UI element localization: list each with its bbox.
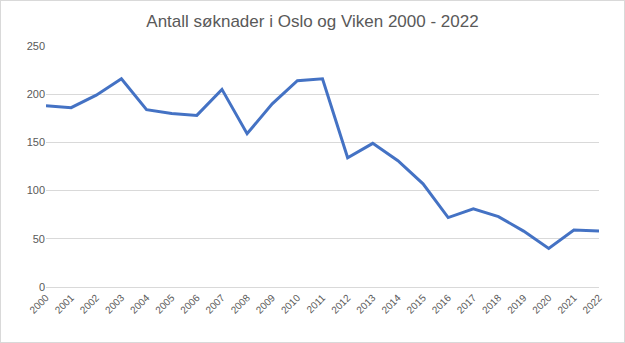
svg-text:2010: 2010: [279, 292, 303, 316]
svg-text:2004: 2004: [128, 292, 152, 316]
svg-text:2022: 2022: [580, 292, 604, 316]
svg-text:2002: 2002: [78, 292, 102, 316]
svg-text:2001: 2001: [53, 292, 77, 316]
svg-text:2019: 2019: [505, 292, 529, 316]
svg-text:2006: 2006: [178, 292, 202, 316]
svg-text:0: 0: [39, 281, 45, 293]
svg-text:150: 150: [27, 136, 45, 148]
svg-text:2014: 2014: [379, 292, 403, 316]
svg-text:2017: 2017: [455, 292, 479, 316]
svg-text:Antall søknader i Oslo og Vike: Antall søknader i Oslo og Viken 2000 - 2…: [146, 12, 478, 31]
svg-text:2018: 2018: [480, 292, 504, 316]
svg-text:250: 250: [27, 40, 45, 52]
svg-text:100: 100: [27, 184, 45, 196]
svg-text:2011: 2011: [304, 292, 327, 315]
svg-text:2003: 2003: [103, 292, 127, 316]
svg-text:2013: 2013: [354, 292, 378, 316]
svg-text:2021: 2021: [555, 292, 579, 316]
svg-text:2008: 2008: [229, 292, 253, 316]
svg-text:2015: 2015: [404, 292, 428, 316]
svg-text:2000: 2000: [27, 292, 51, 316]
svg-text:50: 50: [33, 233, 45, 245]
svg-text:2009: 2009: [254, 292, 278, 316]
svg-text:2020: 2020: [530, 292, 554, 316]
svg-text:2012: 2012: [329, 292, 353, 316]
svg-text:2016: 2016: [430, 292, 454, 316]
svg-text:200: 200: [27, 88, 45, 100]
svg-text:2005: 2005: [153, 292, 177, 316]
svg-text:2007: 2007: [203, 292, 227, 316]
